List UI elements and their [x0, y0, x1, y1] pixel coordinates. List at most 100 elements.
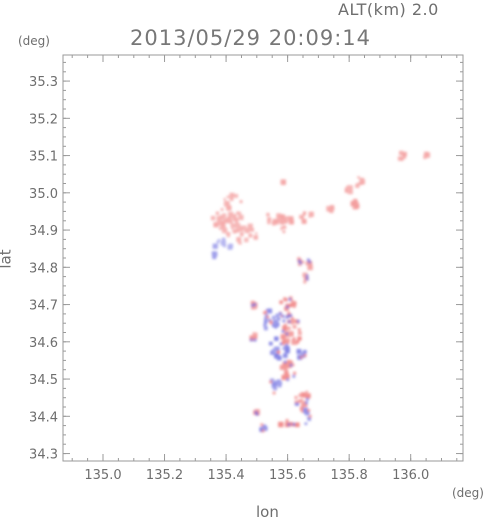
echo-cell [218, 227, 222, 230]
echo-cell [234, 194, 239, 198]
echo-cell [285, 305, 289, 309]
echo-cell [305, 261, 310, 266]
echo-cell [303, 280, 307, 284]
echo-cell [228, 243, 233, 249]
echo-cell [266, 213, 270, 217]
echo-cell [308, 211, 314, 217]
echo-cell [291, 319, 296, 324]
y-tick-label: 34.3 [29, 448, 58, 463]
echo-cell [294, 400, 298, 404]
echo-cell [295, 340, 300, 344]
echo-cell [287, 363, 292, 369]
echo-cell [280, 334, 286, 340]
x-tick-label: 135.2 [146, 468, 183, 483]
y-tick-label: 34.7 [29, 299, 58, 314]
echo-cell [300, 392, 306, 398]
echo-cell [272, 386, 277, 390]
echo-cell [212, 243, 218, 249]
echo-cell [216, 220, 222, 226]
echo-cell [249, 335, 255, 341]
echo-cell [282, 347, 285, 350]
echo-cell [291, 301, 297, 306]
echo-cell [288, 216, 294, 222]
echo-cell [296, 349, 302, 354]
echo-cell [285, 419, 289, 423]
echo-cell [292, 324, 297, 329]
echo-cell [263, 326, 268, 331]
echo-cell [303, 350, 307, 354]
echo-cell [303, 401, 307, 404]
echo-cell [291, 363, 295, 367]
echo-cell [251, 303, 255, 307]
echo-cell [289, 363, 293, 367]
echo-cell [239, 200, 243, 204]
echo-cell [305, 277, 309, 281]
echo-cell [216, 240, 220, 244]
x-tick-label: 135.4 [207, 468, 244, 483]
y-tick-label: 34.6 [29, 336, 58, 351]
echo-cell [230, 197, 234, 201]
echo-cell [277, 214, 283, 220]
echo-cell [237, 211, 241, 215]
y-tick-label: 35.3 [29, 75, 58, 90]
echo-cell [294, 396, 298, 399]
echo-cell [255, 412, 259, 416]
echo-cell [254, 411, 258, 414]
y-tick-label: 34.4 [29, 410, 58, 425]
echo-cell [328, 208, 332, 212]
echo-cell [301, 402, 306, 408]
echo-cell [345, 186, 349, 189]
echo-cell [281, 314, 285, 318]
echo-cell [354, 203, 360, 209]
x-tick-label: 136.0 [392, 468, 429, 483]
echo-cell [270, 350, 275, 355]
echo-cell [280, 180, 284, 184]
echo-cell [238, 227, 244, 232]
echo-cell [221, 237, 226, 242]
echo-cell [217, 239, 221, 242]
echo-cell [249, 338, 253, 342]
echo-cell [287, 359, 291, 364]
echo-cell [297, 259, 301, 263]
echo-cell [226, 195, 230, 199]
y-tick-label: 34.9 [29, 224, 58, 239]
echo-cell [226, 234, 230, 238]
plot-frame [62, 54, 464, 462]
echo-cell [248, 233, 253, 238]
echo-cell [260, 423, 264, 427]
echo-cell [294, 402, 298, 406]
echo-cell [299, 399, 304, 403]
echo-cell [234, 217, 239, 222]
echo-cell [277, 219, 281, 223]
echo-cell [289, 314, 293, 318]
echo-cell [402, 152, 407, 157]
echo-cell [423, 155, 427, 159]
echo-cell [289, 219, 294, 225]
y-axis-unit: (deg) [18, 34, 50, 48]
echo-cell [344, 187, 350, 193]
echo-cell [285, 343, 288, 346]
echo-cell [281, 329, 285, 333]
echo-cell [297, 336, 302, 341]
echo-cell [224, 218, 230, 224]
echo-cell [291, 341, 295, 345]
echo-cell [291, 338, 296, 343]
echo-cell [298, 393, 302, 397]
echo-cell [279, 342, 283, 346]
echo-cell [272, 218, 279, 225]
echo-cell [296, 321, 300, 325]
echo-cell [222, 225, 226, 229]
echo-cell [289, 303, 293, 308]
echo-cell [287, 423, 291, 427]
echo-cell [254, 332, 258, 336]
echo-cell [275, 313, 278, 316]
echo-cell [290, 299, 294, 303]
echo-cell [291, 322, 294, 325]
echo-cell [221, 213, 227, 218]
echo-cell [298, 399, 301, 403]
echo-cell [239, 242, 242, 245]
echo-cell [283, 360, 287, 364]
echo-cell [283, 339, 288, 344]
echo-cell [263, 311, 266, 315]
echo-cell [271, 221, 274, 224]
